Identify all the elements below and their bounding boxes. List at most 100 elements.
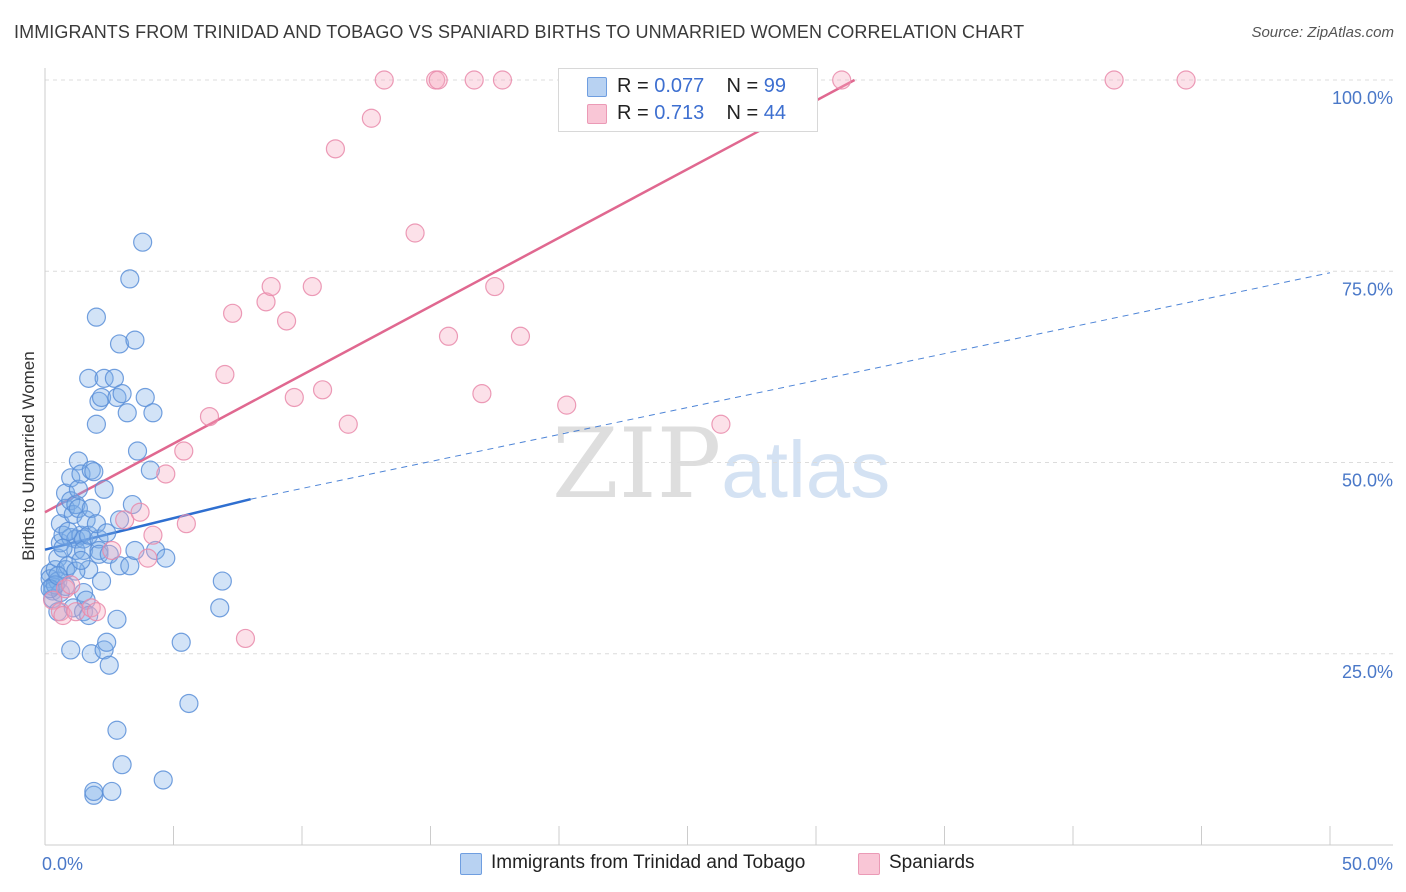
point-immigrants-44 <box>84 462 104 482</box>
legend-swatch-spaniards <box>587 104 607 124</box>
point-immigrants-69 <box>112 755 132 775</box>
point-spaniards-39 <box>557 395 577 415</box>
point-immigrants-87 <box>210 598 230 618</box>
r-label: R = <box>617 102 655 124</box>
point-immigrants-1 <box>40 569 60 589</box>
point-spaniards-5 <box>66 602 86 622</box>
point-spaniards-37 <box>492 70 513 90</box>
point-spaniards-12 <box>143 525 163 545</box>
x-tick-label-end: 50.0% <box>1342 854 1393 874</box>
grid-lines <box>45 79 1393 655</box>
point-immigrants-37 <box>79 368 99 388</box>
correlation-legend: R = 0.077 N = 99 R = 0.713 N = 44 <box>558 68 818 132</box>
n-label: N = <box>726 102 764 124</box>
trend-line-spaniards-solid <box>44 78 856 514</box>
point-immigrants-70 <box>112 384 132 404</box>
point-immigrants-86 <box>179 693 199 714</box>
point-immigrants-35 <box>76 510 96 530</box>
bottom-legend-swatch-spaniards <box>858 853 880 875</box>
n-label: N = <box>726 75 764 97</box>
point-immigrants-10 <box>50 533 71 553</box>
point-spaniards-0 <box>43 590 63 610</box>
point-immigrants-82 <box>145 540 166 561</box>
bottom-legend-label-spaniards: Spaniards <box>889 852 975 873</box>
point-spaniards-32 <box>428 70 448 90</box>
point-spaniards-14 <box>176 514 196 534</box>
point-immigrants-80 <box>140 460 160 480</box>
point-immigrants-47 <box>86 414 107 434</box>
points-spaniards <box>43 70 1196 649</box>
point-immigrants-66 <box>109 334 130 354</box>
legend-swatch-immigrants <box>587 77 607 97</box>
point-immigrants-94 <box>53 538 73 558</box>
point-immigrants-78 <box>133 232 153 252</box>
point-immigrants-92 <box>58 521 78 541</box>
point-immigrants-60 <box>99 655 119 675</box>
point-immigrants-65 <box>107 609 127 629</box>
point-spaniards-6 <box>81 598 101 618</box>
point-spaniards-3 <box>55 579 76 599</box>
point-immigrants-67 <box>109 510 130 530</box>
axes <box>44 68 1393 846</box>
y-tick-label-25: 25.0% <box>1342 662 1393 682</box>
point-immigrants-54 <box>91 387 112 408</box>
point-spaniards-4 <box>61 575 81 595</box>
point-spaniards-41 <box>832 70 852 90</box>
point-immigrants-63 <box>107 387 127 408</box>
point-immigrants-51 <box>89 544 109 564</box>
point-immigrants-61 <box>102 781 122 802</box>
y-tick-label-50: 50.0% <box>1342 471 1393 491</box>
point-spaniards-42 <box>1104 70 1124 90</box>
point-spaniards-36 <box>485 276 505 297</box>
point-spaniards-43 <box>1176 70 1196 90</box>
point-immigrants-68 <box>109 556 130 576</box>
point-spaniards-33 <box>438 326 459 346</box>
point-spaniards-28 <box>361 108 381 128</box>
trend-line-immigrants-dashed <box>250 272 1331 500</box>
bottom-legend-label-immigrants: Immigrants from Trinidad and Tobago <box>491 852 806 873</box>
point-immigrants-73 <box>120 556 140 576</box>
n-value-spaniards: 44 <box>763 102 787 124</box>
legend-text-immigrants: R = 0.077 N = 99 <box>617 75 786 98</box>
point-spaniards-24 <box>302 276 322 297</box>
point-immigrants-95 <box>71 550 91 571</box>
point-spaniards-35 <box>472 384 492 404</box>
chart-title: IMMIGRANTS FROM TRINIDAD AND TOBAGO VS S… <box>14 22 1025 42</box>
point-immigrants-42 <box>81 498 101 518</box>
point-immigrants-49 <box>89 529 109 549</box>
point-spaniards-29 <box>374 70 394 90</box>
y-tick-labels: 25.0% 50.0% 75.0% 100.0% <box>1332 88 1393 682</box>
point-immigrants-75 <box>125 330 145 350</box>
legend-text-spaniards: R = 0.713 N = 44 <box>617 102 786 125</box>
point-immigrants-71 <box>117 403 137 423</box>
point-immigrants-98 <box>97 523 117 543</box>
point-spaniards-13 <box>156 464 176 484</box>
point-immigrants-27 <box>68 479 89 499</box>
point-spaniards-7 <box>86 602 107 622</box>
r-label: R = <box>617 75 655 97</box>
point-immigrants-22 <box>61 640 81 660</box>
zipatlas-watermark: ZIPatlas <box>552 408 891 520</box>
point-immigrants-74 <box>122 494 142 515</box>
point-immigrants-72 <box>120 269 140 289</box>
point-immigrants-46 <box>84 781 104 802</box>
point-spaniards-18 <box>223 303 243 323</box>
point-immigrants-43 <box>81 644 101 664</box>
point-spaniards-8 <box>102 540 122 561</box>
point-spaniards-26 <box>325 139 346 159</box>
point-spaniards-34 <box>464 70 484 90</box>
point-spaniards-19 <box>235 628 256 649</box>
points-immigrants <box>40 232 232 805</box>
point-immigrants-55 <box>94 368 114 388</box>
point-immigrants-56 <box>94 640 114 660</box>
point-immigrants-53 <box>91 571 112 591</box>
point-immigrants-88 <box>212 571 232 591</box>
point-spaniards-21 <box>261 276 281 297</box>
point-spaniards-9 <box>115 510 135 530</box>
point-immigrants-58 <box>97 632 117 652</box>
y-tick-label-75: 75.0% <box>1342 279 1393 299</box>
point-spaniards-20 <box>256 292 276 312</box>
point-immigrants-77 <box>127 441 148 461</box>
point-immigrants-85 <box>171 632 191 652</box>
